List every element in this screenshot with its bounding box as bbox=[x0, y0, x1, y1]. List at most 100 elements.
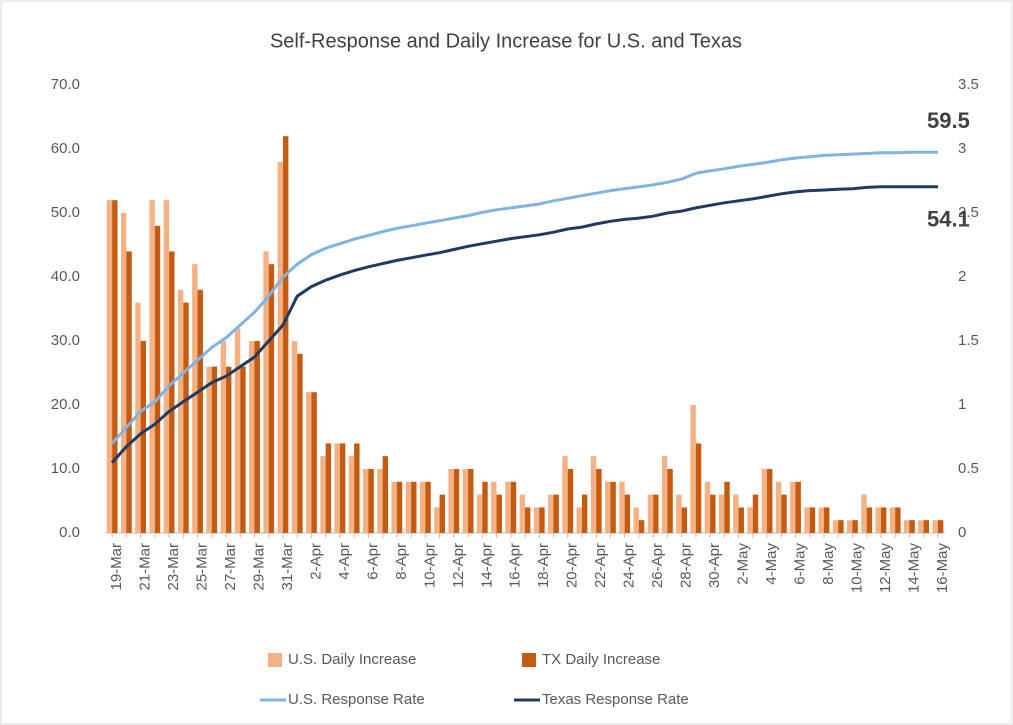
bar bbox=[832, 520, 839, 533]
bar bbox=[880, 507, 887, 533]
bar bbox=[653, 494, 659, 533]
x-tick-label: 10-Apr bbox=[421, 543, 438, 588]
bar bbox=[291, 341, 298, 533]
y2-tick-label: 0 bbox=[958, 524, 966, 541]
bar bbox=[425, 481, 431, 533]
y2-tick-label: 3.5 bbox=[958, 76, 979, 93]
bar bbox=[875, 507, 881, 533]
bar bbox=[462, 469, 469, 533]
x-tick-label: 8-May bbox=[820, 543, 837, 585]
x-tick-label: 26-Apr bbox=[649, 543, 666, 588]
bar bbox=[306, 392, 312, 533]
x-tick-label: 12-Apr bbox=[450, 543, 467, 588]
bar bbox=[775, 481, 782, 533]
y-tick-label: 70.0 bbox=[51, 76, 80, 93]
bar bbox=[140, 341, 147, 533]
bar bbox=[297, 353, 303, 533]
bar bbox=[405, 481, 412, 533]
bar bbox=[163, 200, 170, 533]
legend-label: U.S. Daily Increase bbox=[288, 651, 416, 668]
legend-label: Texas Response Rate bbox=[542, 691, 689, 708]
bar bbox=[690, 405, 696, 533]
data-label: 54.1 bbox=[927, 207, 970, 232]
bar bbox=[738, 507, 744, 533]
bar bbox=[177, 289, 184, 533]
bar bbox=[619, 481, 625, 533]
bar bbox=[562, 456, 568, 533]
bar bbox=[339, 443, 346, 533]
legend-swatch bbox=[522, 653, 536, 667]
bar bbox=[362, 469, 369, 533]
bar bbox=[525, 507, 531, 533]
bar bbox=[206, 366, 212, 533]
bar bbox=[411, 481, 417, 533]
x-tick-label: 19-Mar bbox=[108, 543, 125, 591]
bar bbox=[419, 481, 426, 533]
y-tick-label: 60.0 bbox=[51, 140, 80, 157]
bar bbox=[790, 481, 796, 533]
x-tick-label: 31-Mar bbox=[279, 543, 296, 591]
bar bbox=[866, 507, 873, 533]
bar bbox=[932, 520, 938, 533]
bar bbox=[761, 469, 768, 533]
bar bbox=[724, 481, 730, 533]
bar bbox=[733, 494, 739, 533]
bar bbox=[439, 494, 445, 533]
y-tick-label: 10.0 bbox=[51, 460, 80, 477]
bar bbox=[838, 520, 844, 533]
bar bbox=[861, 494, 867, 533]
x-tick-label: 16-Apr bbox=[507, 543, 524, 588]
x-tick-label: 6-Apr bbox=[364, 543, 381, 580]
y-tick-label: 0.0 bbox=[59, 524, 80, 541]
bar bbox=[903, 520, 910, 533]
legend-label: TX Daily Increase bbox=[542, 651, 660, 668]
bar bbox=[263, 251, 269, 533]
x-tick-label: 2-Apr bbox=[307, 543, 324, 580]
bar bbox=[539, 507, 545, 533]
bar bbox=[576, 507, 582, 533]
bar bbox=[553, 494, 559, 533]
bar bbox=[781, 494, 787, 533]
bar bbox=[254, 341, 260, 533]
data-label: 59.5 bbox=[927, 108, 970, 133]
bar bbox=[605, 481, 611, 533]
bar bbox=[667, 469, 673, 533]
bar bbox=[348, 456, 355, 533]
y-tick-label: 50.0 bbox=[51, 204, 80, 221]
bar bbox=[918, 520, 924, 533]
bar bbox=[192, 264, 198, 533]
bar bbox=[818, 507, 824, 533]
bar bbox=[453, 469, 460, 533]
bar bbox=[135, 302, 141, 533]
y-tick-label: 30.0 bbox=[51, 332, 80, 349]
bar bbox=[183, 302, 189, 533]
x-tick-label: 8-Apr bbox=[393, 543, 410, 580]
x-tick-label: 30-Apr bbox=[706, 543, 723, 588]
bar bbox=[695, 443, 702, 533]
bar bbox=[154, 225, 161, 534]
bar bbox=[197, 289, 203, 533]
x-tick-label: 23-Mar bbox=[165, 543, 182, 591]
x-tick-label: 2-May bbox=[735, 543, 752, 585]
x-tick-label: 25-Mar bbox=[194, 543, 211, 591]
line bbox=[110, 185, 938, 464]
x-tick-label: 14-Apr bbox=[478, 543, 495, 588]
x-tick-label: 28-Apr bbox=[678, 543, 695, 588]
bar bbox=[249, 341, 255, 533]
bar bbox=[704, 481, 711, 533]
x-tick-label: 21-Mar bbox=[137, 543, 154, 591]
bar bbox=[126, 251, 132, 533]
x-tick-label: 6-May bbox=[791, 543, 808, 585]
y2-tick-label: 2 bbox=[958, 268, 966, 285]
bar bbox=[382, 456, 389, 533]
bar bbox=[240, 366, 246, 533]
bar bbox=[396, 481, 403, 533]
bar bbox=[909, 520, 915, 533]
y2-tick-label: 1 bbox=[958, 396, 966, 413]
x-tick-label: 22-Apr bbox=[592, 543, 609, 588]
bar bbox=[320, 456, 326, 533]
bar bbox=[496, 494, 502, 533]
x-tick-label: 18-Apr bbox=[535, 543, 552, 588]
bar bbox=[368, 469, 374, 533]
bar bbox=[533, 507, 540, 533]
